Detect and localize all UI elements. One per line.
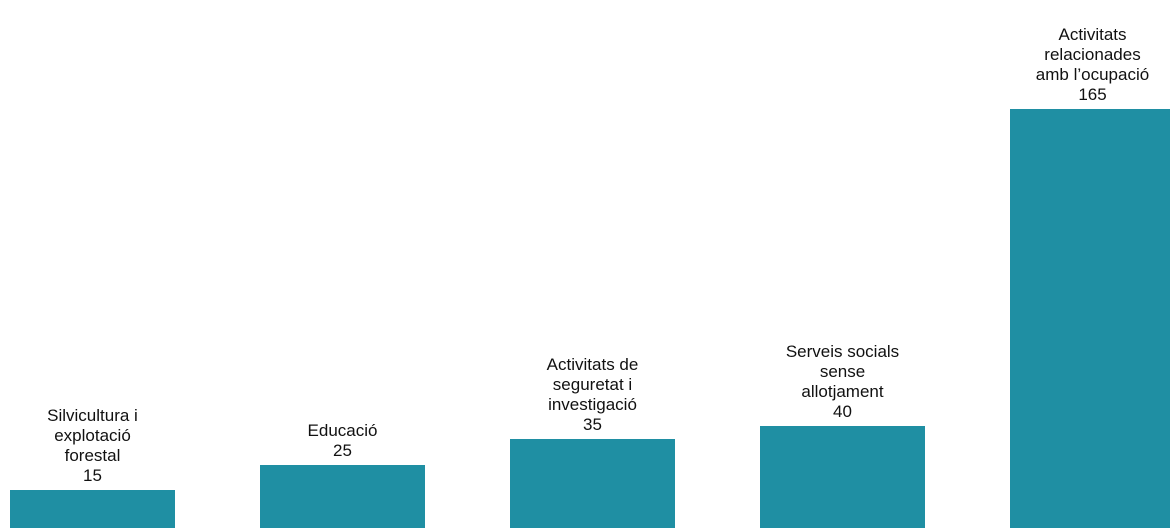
bar — [760, 426, 925, 528]
bar-label: Silvicultura i explotació forestal 15 — [10, 406, 175, 486]
category-label: Serveis socials sense allotjament — [785, 342, 900, 402]
value-label: 40 — [833, 402, 852, 422]
bar-label: Activitats de seguretat i investigació 35 — [510, 355, 675, 435]
bar-label: Educació 25 — [260, 421, 425, 461]
value-label: 25 — [333, 440, 352, 460]
value-label: 35 — [583, 415, 602, 435]
bar — [510, 439, 675, 528]
category-label: Activitats de seguretat i investigació — [546, 355, 639, 415]
value-label: 165 — [1078, 85, 1107, 104]
value-label: 15 — [83, 465, 102, 485]
bar-label: Serveis socials sense allotjament 40 — [760, 342, 925, 422]
bar — [1010, 109, 1170, 528]
bar — [10, 489, 175, 528]
bar-label: Activitats relacionades amb l’ocupació 16… — [1010, 25, 1170, 105]
category-label: Activitats relacionades amb l’ocupació — [1035, 25, 1150, 84]
bar — [260, 464, 425, 528]
category-label: Educació — [307, 420, 378, 440]
category-label: Silvicultura i explotació forestal — [47, 405, 138, 465]
